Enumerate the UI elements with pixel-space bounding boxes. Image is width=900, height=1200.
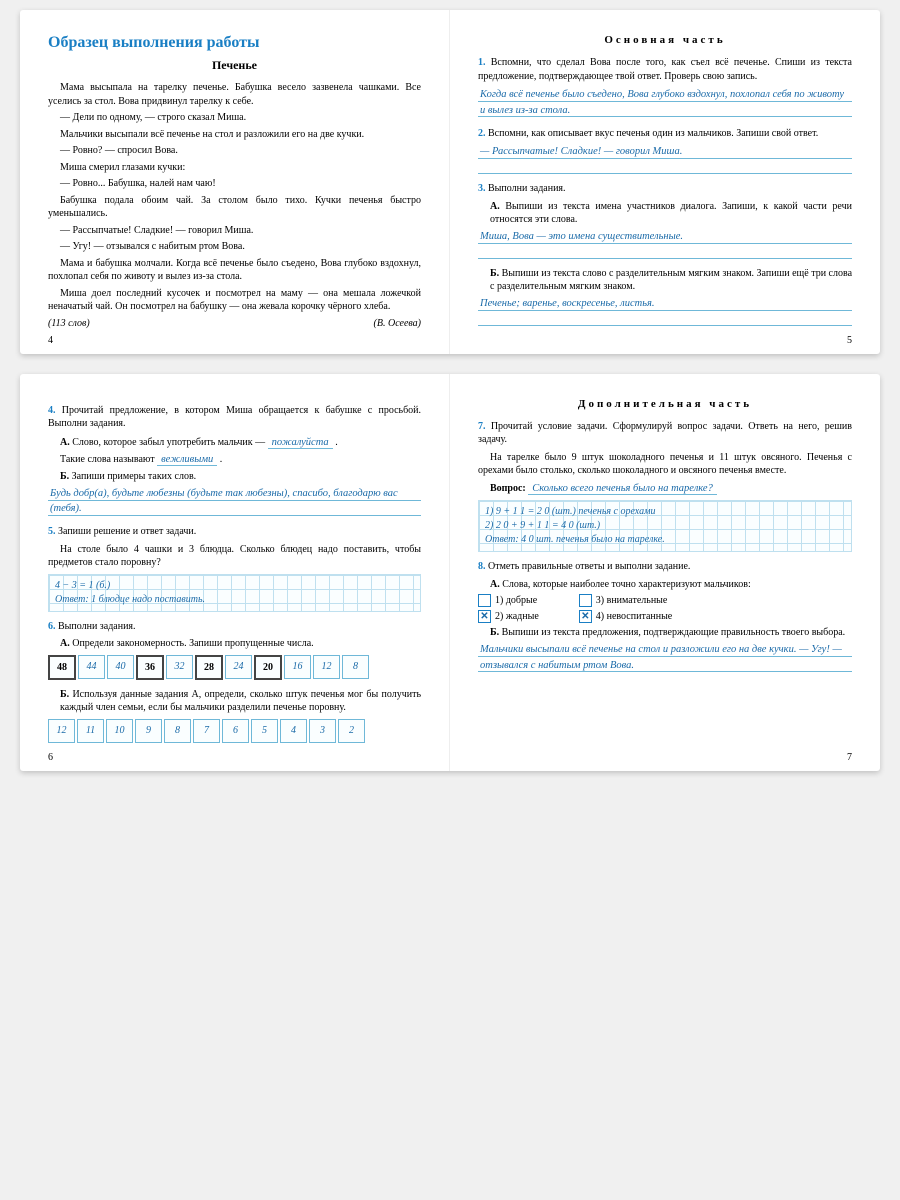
story-title: Печенье xyxy=(48,58,421,73)
page-6: 4. Прочитай предложение, в котором Миша … xyxy=(20,374,450,771)
task-4a-line2: Такие слова называют вежливыми . xyxy=(60,452,421,468)
checkbox-option[interactable]: ✕4) невоспитанные xyxy=(579,610,672,623)
task-5: 5. Запиши решение и ответ задачи. xyxy=(48,525,421,539)
sequence-cell: 28 xyxy=(195,655,223,680)
story-paragraph: — Угу! — отзывался с набитым ртом Вова. xyxy=(48,240,421,254)
word-count: (113 слов) xyxy=(48,318,90,329)
page-number: 7 xyxy=(847,752,852,763)
story-paragraph: — Рассыпчатые! Сладкие! — говорил Миша. xyxy=(48,224,421,238)
task-1: 1. Вспомни, что сделал Вова после того, … xyxy=(478,56,852,83)
author: (В. Осеева) xyxy=(374,318,421,329)
sequence-cell: 2 xyxy=(338,719,365,743)
task-1-answer: Когда всё печенье было съедено, Вова глу… xyxy=(478,87,852,121)
page-4: Образец выполнения работы Печенье Мама в… xyxy=(20,10,450,354)
task-8a-options: 1) добрые ✕2) жадные 3) внимательные ✕4) не… xyxy=(478,594,852,623)
sequence-cell: 4 xyxy=(280,719,307,743)
sequence-cell: 12 xyxy=(48,719,75,743)
sequence-cell: 5 xyxy=(251,719,278,743)
page-number: 4 xyxy=(48,335,53,346)
task-4a-blank1: пожалуйста xyxy=(268,437,333,449)
task-3b-answer: Печенье; варенье, воскресенье, листья. xyxy=(478,296,852,328)
main-title: Образец выполнения работы xyxy=(48,34,421,52)
sequence-cell: 8 xyxy=(164,719,191,743)
task-4a: А. Слово, которое забыл употребить мальч… xyxy=(60,435,421,451)
task-2-answer: — Рассыпчатые! Сладкие! — говорил Миша. xyxy=(478,144,852,176)
story-paragraph: Мальчики высыпали всё печенье на стол и … xyxy=(48,128,421,142)
story-paragraph: Мама и бабушка молчали. Когда всё печень… xyxy=(48,257,421,284)
story-paragraph: Миша смерил глазами кучки: xyxy=(48,161,421,175)
task-4b-answer: Будь добр(а), будьте любезны (будьте так… xyxy=(48,486,421,520)
checkbox-icon: ✕ xyxy=(579,610,592,623)
story-paragraph: — Ровно... Бабушка, налей нам чаю! xyxy=(48,177,421,191)
sequence-cell: 6 xyxy=(222,719,249,743)
sequence-cell: 9 xyxy=(135,719,162,743)
task-7-question: Вопрос: Сколько всего печенья было на та… xyxy=(490,481,852,497)
task-6a-sequence: 484440363228242016128 xyxy=(48,655,421,680)
section-title: Дополнительная часть xyxy=(478,398,852,410)
sequence-cell: 11 xyxy=(77,719,104,743)
story-body: Мама высыпала на тарелку печенье. Бабушк… xyxy=(48,81,421,314)
sequence-cell: 8 xyxy=(342,655,369,679)
task-7-problem: На тарелке было 9 штук шоколадного печен… xyxy=(478,451,852,478)
task-7: 7. Прочитай условие задачи. Сформулируй … xyxy=(478,420,852,447)
checkbox-icon xyxy=(478,594,491,607)
checkbox-option[interactable]: 1) добрые xyxy=(478,594,539,607)
checkbox-option[interactable]: ✕2) жадные xyxy=(478,610,539,623)
sequence-cell: 36 xyxy=(136,655,164,680)
task-7-solution: 1) 9 + 1 1 = 2 0 (шт.) печенья с орехами… xyxy=(478,500,852,552)
task-4a-blank2: вежливыми xyxy=(157,454,217,466)
sequence-cell: 24 xyxy=(225,655,252,679)
task-3: 3. Выполни задания. xyxy=(478,182,852,196)
task-8: 8. Отметь правильные ответы и выполни за… xyxy=(478,560,852,574)
sequence-cell: 48 xyxy=(48,655,76,680)
story-paragraph: Бабушка подала обоим чай. За столом было… xyxy=(48,194,421,221)
task-6: 6. Выполни задания. xyxy=(48,620,421,634)
page-number: 5 xyxy=(847,335,852,346)
page-5: Основная часть 1. Вспомни, что сделал Во… xyxy=(450,10,880,354)
task-8b: Б. Выпиши из текста предложения, подтвер… xyxy=(490,626,852,640)
sequence-cell: 20 xyxy=(254,655,282,680)
story-paragraph: Мама высыпала на тарелку печенье. Бабушк… xyxy=(48,81,421,108)
checkbox-icon: ✕ xyxy=(478,610,491,623)
task-8a: А. Слова, которые наиболее точно характе… xyxy=(490,578,852,592)
task-4b: Б. Запиши примеры таких слов. xyxy=(60,470,421,484)
spread-1: Образец выполнения работы Печенье Мама в… xyxy=(20,10,880,354)
task-5-answer: 4 − 3 = 1 (б.) Ответ: 1 блюдце надо пост… xyxy=(48,574,421,612)
sequence-cell: 12 xyxy=(313,655,340,679)
task-6b-sequence: 12111098765432 xyxy=(48,719,421,743)
sequence-cell: 16 xyxy=(284,655,311,679)
sequence-cell: 3 xyxy=(309,719,336,743)
sequence-cell: 40 xyxy=(107,655,134,679)
sequence-cell: 32 xyxy=(166,655,193,679)
task-8b-answer: Мальчики высыпали всё печенье на стол и … xyxy=(478,642,852,676)
section-title: Основная часть xyxy=(478,34,852,46)
story-paragraph: Миша доел последний кусочек и посмотрел … xyxy=(48,287,421,314)
sequence-cell: 44 xyxy=(78,655,105,679)
task-3b: Б. Выпиши из текста слово с разделительн… xyxy=(490,267,852,294)
checkbox-icon xyxy=(579,594,592,607)
sequence-cell: 7 xyxy=(193,719,220,743)
checkbox-option[interactable]: 3) внимательные xyxy=(579,594,672,607)
page-number: 6 xyxy=(48,752,53,763)
page-7: Дополнительная часть 7. Прочитай условие… xyxy=(450,374,880,771)
spread-2: 4. Прочитай предложение, в котором Миша … xyxy=(20,374,880,771)
task-4: 4. Прочитай предложение, в котором Миша … xyxy=(48,404,421,431)
story-paragraph: — Дели по одному, — строго сказал Миша. xyxy=(48,111,421,125)
task-2: 2. Вспомни, как описывает вкус печенья о… xyxy=(478,127,852,141)
task-6b: Б. Используя данные задания А, определи,… xyxy=(60,688,421,715)
sequence-cell: 10 xyxy=(106,719,133,743)
task-6a: А. Определи закономерность. Запиши пропу… xyxy=(60,637,421,651)
task-3a: А. Выпиши из текста имена участников диа… xyxy=(490,200,852,227)
task-3a-answer: Миша, Вова — это имена существительные. xyxy=(478,229,852,261)
story-paragraph: — Ровно? — спросил Вова. xyxy=(48,144,421,158)
task-5-problem: На столе было 4 чашки и 3 блюдца. Скольк… xyxy=(48,543,421,570)
